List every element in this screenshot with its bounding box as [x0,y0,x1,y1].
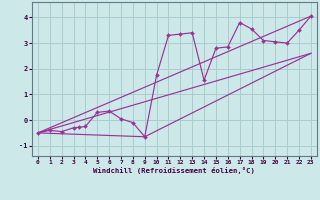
X-axis label: Windchill (Refroidissement éolien,°C): Windchill (Refroidissement éolien,°C) [93,167,255,174]
